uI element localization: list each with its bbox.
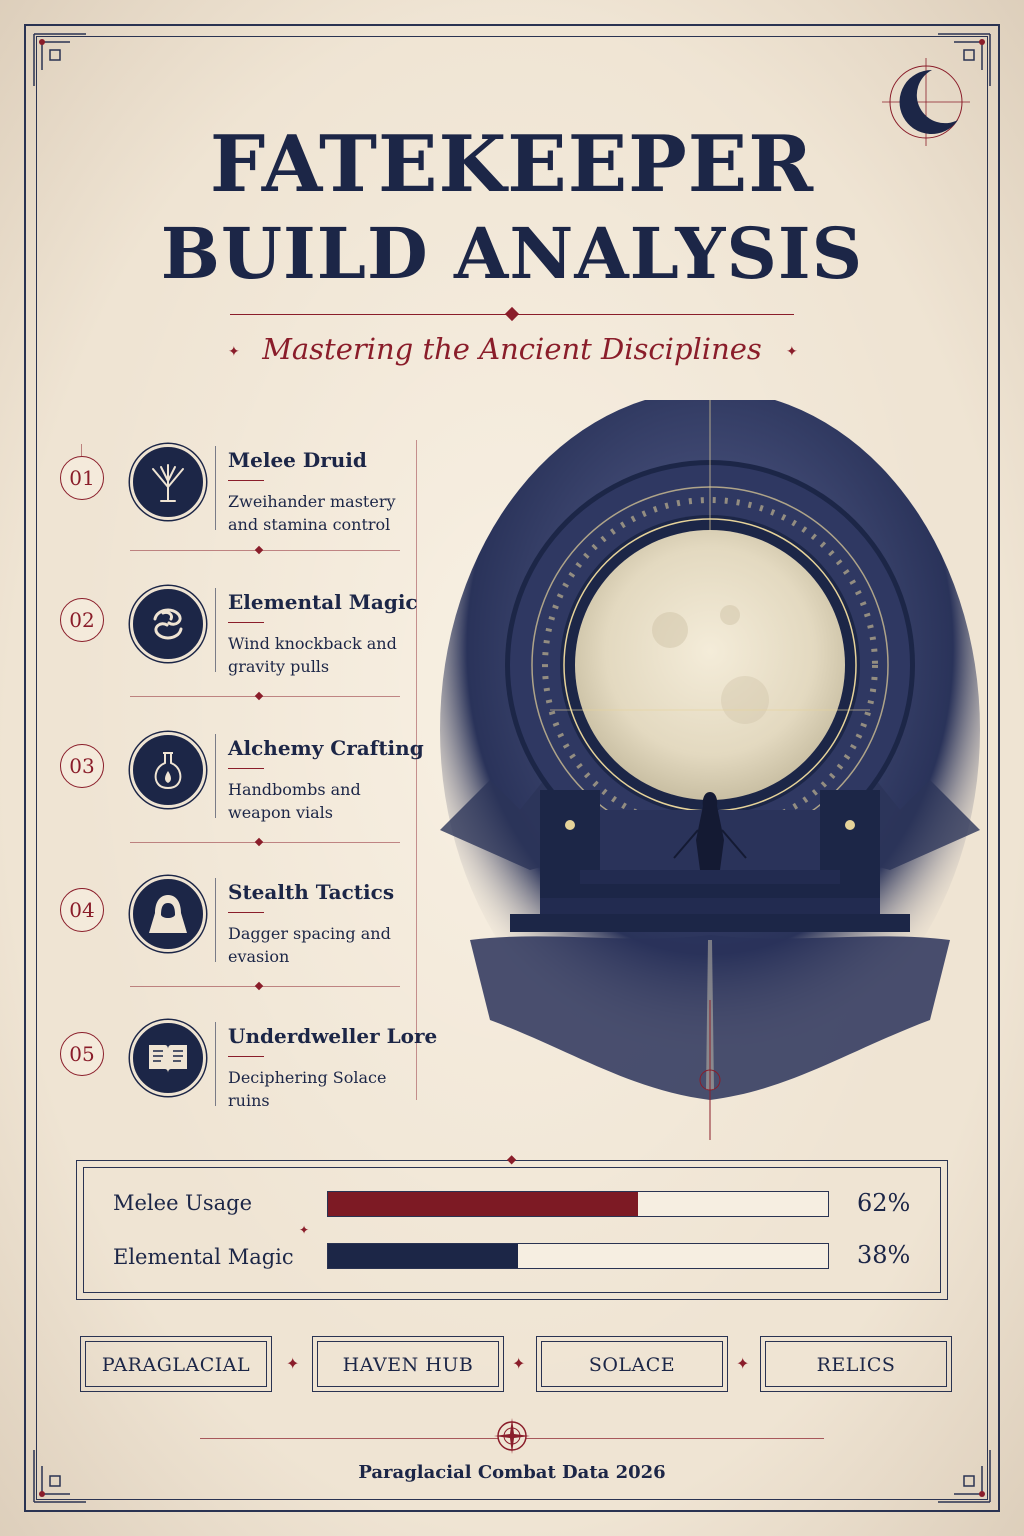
tag-separator-star-icon: ✦	[512, 1354, 526, 1373]
item-title: Alchemy Crafting	[228, 736, 424, 760]
item-title: Elemental Magic	[228, 590, 418, 614]
stat-bar-melee	[327, 1191, 829, 1217]
outer-frame	[24, 24, 1000, 1512]
item-number: 05	[60, 1032, 104, 1076]
subtitle-star-right-icon: ✦	[786, 344, 798, 360]
list-item: 03 Alchemy Crafting Handbombs and weapon…	[50, 726, 424, 826]
stat-bar-fill	[328, 1192, 638, 1216]
stat-value-elemental: 38%	[857, 1241, 911, 1269]
compass-rose-icon	[490, 1414, 534, 1458]
tree-icon	[130, 444, 206, 520]
wind-swirl-icon	[130, 586, 206, 662]
item-description: Dagger spacing and evasion	[228, 924, 391, 966]
corner-ornament-bottom-right	[934, 1446, 994, 1506]
tag-relics[interactable]: RELICS	[760, 1336, 952, 1392]
tag-separator-star-icon: ✦	[286, 1354, 300, 1373]
stat-value-melee: 62%	[857, 1189, 911, 1217]
list-item: 01 Melee Druid Zweihander mastery and st…	[50, 438, 420, 538]
corner-ornament-top-left	[30, 30, 90, 90]
list-item: 02 Elemental Magic Wind knockback and gr…	[50, 580, 420, 680]
tag-haven-hub[interactable]: HAVEN HUB	[312, 1336, 504, 1392]
open-book-icon	[130, 1020, 206, 1096]
tag-paraglacial[interactable]: PARAGLACIAL	[80, 1336, 272, 1392]
inner-frame	[36, 36, 988, 1500]
tag-solace[interactable]: SOLACE	[536, 1336, 728, 1392]
footer-credit: Paraglacial Combat Data 2026	[358, 1462, 666, 1483]
item-number: 04	[60, 888, 104, 932]
item-title: Underdweller Lore	[228, 1024, 438, 1048]
item-separator	[130, 986, 400, 987]
item-description: Zweihander mastery and stamina control	[228, 492, 396, 534]
item-description: Handbombs and weapon vials	[228, 780, 361, 822]
item-description: Wind knockback and gravity pulls	[228, 634, 397, 676]
hooded-figure-icon	[130, 876, 206, 952]
item-separator	[130, 550, 400, 551]
subtitle: Mastering the Ancient Disciplines	[262, 332, 762, 366]
subtitle-star-left-icon: ✦	[228, 344, 240, 360]
item-description: Deciphering Solace ruins	[228, 1068, 387, 1110]
crescent-moon-icon	[880, 56, 972, 148]
item-title: Melee Druid	[228, 448, 367, 472]
page-title: FATEKEEPER	[209, 119, 815, 210]
stat-label-melee: Melee Usage	[113, 1191, 253, 1215]
item-number: 03	[60, 744, 104, 788]
page-title-secondary: BUILD ANALYSIS	[160, 212, 864, 295]
stat-label-elemental: Elemental Magic	[113, 1245, 294, 1269]
tag-row: PARAGLACIAL ✦ HAVEN HUB ✦ SOLACE ✦ RELIC…	[80, 1336, 952, 1392]
corner-ornament-bottom-left	[30, 1446, 90, 1506]
usage-stats-panel: ◆ ✦ Melee Usage 62% Elemental Magic 38%	[76, 1152, 948, 1300]
tag-separator-star-icon: ✦	[736, 1354, 750, 1373]
list-item: 05 Underdweller Lore Deciphering Solace …	[50, 1014, 437, 1114]
item-number: 02	[60, 598, 104, 642]
list-item: 04 Stealth Tactics Dagger spacing and ev…	[50, 870, 420, 970]
item-separator	[130, 842, 400, 843]
potion-flask-icon	[130, 732, 206, 808]
item-separator	[130, 696, 400, 697]
list-divider-vertical	[416, 440, 417, 1100]
moon-portal-illustration	[430, 390, 990, 1140]
item-title: Stealth Tactics	[228, 880, 395, 904]
stat-bar-fill	[328, 1244, 518, 1268]
corner-ornament-top-right	[934, 30, 994, 90]
stat-bar-elemental	[327, 1243, 829, 1269]
item-number: 01	[60, 456, 104, 500]
